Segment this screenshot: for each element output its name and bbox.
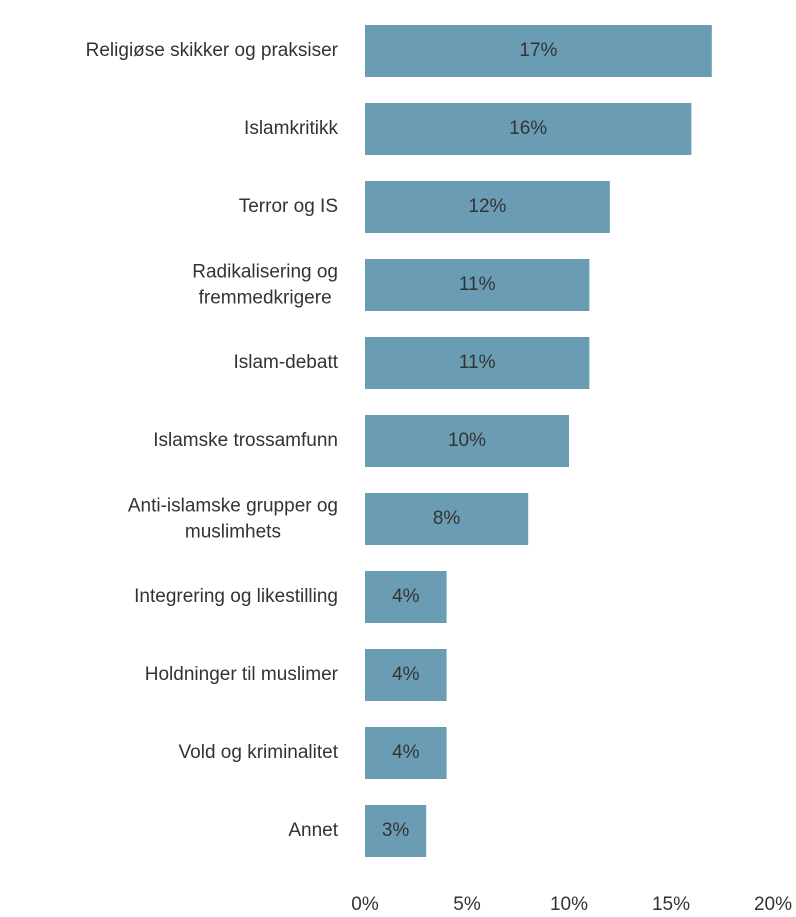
category-label: Terror og IS: [238, 196, 338, 218]
data-label: 12%: [468, 196, 506, 217]
bar: [365, 259, 590, 311]
data-label: 11%: [459, 274, 496, 295]
category-label: Religiøse skikker og praksiser: [85, 40, 338, 62]
category-label: Radikalisering og fremmedkrigere: [192, 261, 338, 308]
x-tick-label: 10%: [550, 894, 588, 915]
data-label: 11%: [459, 352, 496, 373]
bar: [365, 337, 590, 389]
bar: [365, 571, 447, 623]
category-label: Annet: [288, 820, 338, 842]
category-label: Islamkritikk: [244, 118, 338, 140]
category-label: Islamske trossamfunn: [153, 430, 338, 452]
category-label: Integrering og likestilling: [134, 586, 338, 608]
x-tick-label: 0%: [351, 894, 379, 915]
data-label: 10%: [448, 430, 486, 451]
bar: [365, 727, 447, 779]
bar: [365, 103, 692, 155]
bar: [365, 805, 427, 857]
bar: [365, 415, 569, 467]
data-label: 4%: [392, 664, 420, 685]
bar: [365, 25, 712, 77]
x-tick-label: 5%: [453, 894, 481, 915]
x-tick-label: 20%: [754, 894, 792, 915]
category-label: Vold og kriminalitet: [178, 742, 338, 764]
x-tick-label: 15%: [652, 894, 690, 915]
data-label: 17%: [519, 40, 557, 61]
data-label: 16%: [509, 118, 547, 139]
data-label: 4%: [392, 586, 420, 607]
data-label: 4%: [392, 742, 420, 763]
bar: [365, 649, 447, 701]
category-label: Holdninger til muslimer: [144, 664, 338, 686]
bar: [365, 493, 529, 545]
data-label: 3%: [382, 820, 410, 841]
category-label: Islam-debatt: [233, 352, 338, 374]
category-label: Anti-islamske grupper og muslimhets: [127, 495, 338, 542]
data-label: 8%: [433, 508, 461, 529]
bar: [365, 181, 610, 233]
